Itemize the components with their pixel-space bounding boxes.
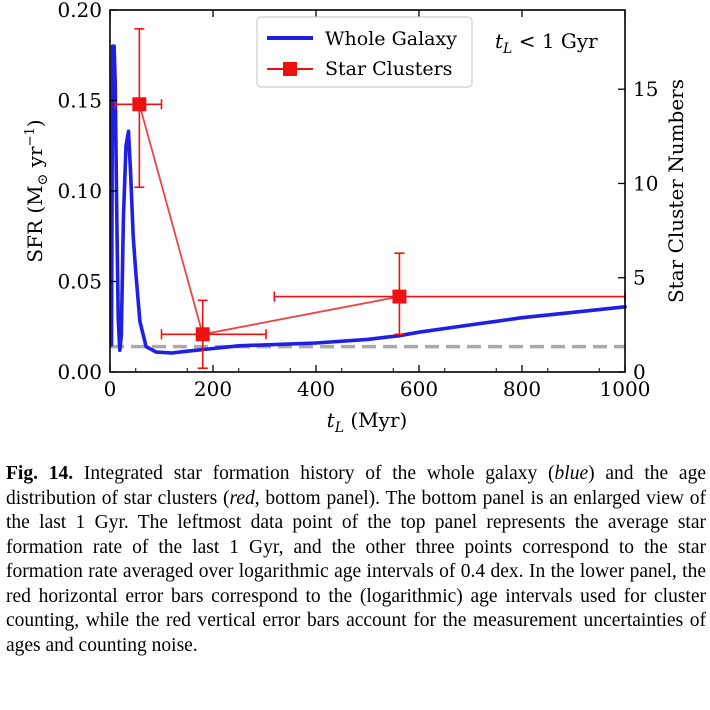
x-tick-label: 200 <box>194 377 232 401</box>
y-left-tick-label: 0.20 <box>57 0 102 22</box>
legend: Whole Galaxy Star Clusters <box>256 16 473 88</box>
x-tick-label: 1000 <box>600 377 651 401</box>
figure-caption: Fig. 14. Integrated star formation histo… <box>6 462 706 658</box>
caption-text-3: , bottom panel). The bottom panel is an … <box>6 487 706 656</box>
y-right-tick-label: 15 <box>633 77 658 101</box>
y-right-tick-label: 0 <box>633 360 646 384</box>
y-right-tick-label: 5 <box>633 266 646 290</box>
series-line-whole-galaxy <box>109 44 627 355</box>
chart: 0 200 400 600 800 1000 0.00 0.05 0.10 0.15 0.20 0 5 1… <box>23 0 688 436</box>
legend-marker-star-clusters <box>283 62 297 76</box>
caption-blue: blue <box>554 463 589 484</box>
caption-text-1: Integrated star formation history of the… <box>73 463 555 484</box>
data-point-star-clusters <box>195 327 210 342</box>
y-axis-label-left: SFR (M⊙ yr−1) <box>23 119 51 262</box>
y-left-tick-label: 0.10 <box>57 179 102 203</box>
legend-label-whole-galaxy: Whole Galaxy <box>325 28 457 50</box>
annotation-age-range: tL < 1 Gyr <box>495 29 598 57</box>
caption-text-2: ) and the age distribution of star clust… <box>6 463 706 509</box>
x-tick-label: 0 <box>104 377 117 401</box>
x-tick-label: 400 <box>297 377 335 401</box>
x-tick-label: 600 <box>400 377 438 401</box>
legend-label-star-clusters: Star Clusters <box>325 58 452 80</box>
caption-figure-label: Fig. 14. <box>6 463 74 484</box>
y-axis-label-right: Star Cluster Numbers <box>664 79 688 303</box>
y-left-tick-label: 0.00 <box>57 360 102 384</box>
y-left-tick-label: 0.15 <box>57 89 102 113</box>
data-point-star-clusters <box>132 97 147 112</box>
y-left-tick-label: 0.05 <box>57 270 102 294</box>
y-right-tick-label: 10 <box>633 171 658 195</box>
x-tick-label: 800 <box>503 377 541 401</box>
x-axis-label: tL (Myr) <box>327 408 408 436</box>
plot-frame <box>109 9 626 373</box>
data-point-star-clusters <box>392 289 407 304</box>
caption-red: red <box>229 487 255 509</box>
